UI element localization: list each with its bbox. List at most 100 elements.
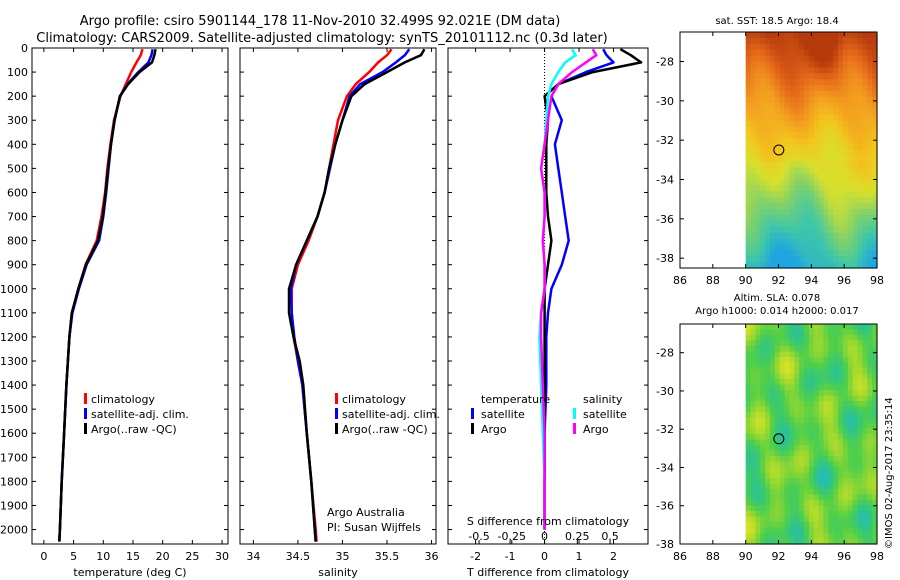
heatmap-cell xyxy=(852,108,859,116)
y-tick-label: -36 xyxy=(656,500,674,513)
heatmap-cell xyxy=(833,167,839,175)
heatmap-cell xyxy=(774,511,781,518)
heatmap-cell xyxy=(867,329,873,336)
heatmap-cell xyxy=(784,209,791,216)
heatmap-cell xyxy=(750,49,756,57)
heatmap-cell xyxy=(804,500,810,507)
heatmap-cell xyxy=(842,32,849,39)
heatmap-cell xyxy=(799,61,805,68)
heatmap-cell xyxy=(779,132,786,139)
heatmap-cell xyxy=(842,132,849,139)
heatmap-cell xyxy=(808,214,815,222)
heatmap-cell xyxy=(760,250,766,257)
heatmap-cell xyxy=(779,96,786,104)
heatmap-cell xyxy=(755,445,761,452)
heatmap-cell xyxy=(838,357,844,364)
heatmap-cell xyxy=(842,483,849,490)
heatmap-cell xyxy=(862,197,868,204)
heatmap-cell xyxy=(862,483,868,490)
heatmap-cell xyxy=(833,390,839,397)
heatmap-cell xyxy=(852,67,859,74)
heatmap-cell xyxy=(760,533,766,540)
heatmap-cell xyxy=(808,390,815,397)
heatmap-cell xyxy=(813,191,820,198)
heatmap-cell xyxy=(755,262,761,269)
heatmap-cell xyxy=(862,185,868,192)
heatmap-cell xyxy=(842,250,849,257)
heatmap-cell xyxy=(784,114,791,122)
heatmap-cell xyxy=(833,114,839,122)
heatmap-cell xyxy=(847,238,854,245)
heatmap-cell xyxy=(755,150,761,157)
heatmap-cell xyxy=(857,120,863,127)
heatmap-cell xyxy=(867,220,873,228)
heatmap-cell xyxy=(750,428,756,435)
heatmap-cell xyxy=(872,434,878,441)
heatmap-cell xyxy=(765,335,771,342)
heatmap-cell xyxy=(838,505,844,512)
heatmap-cell xyxy=(862,401,868,408)
heatmap-cell xyxy=(755,483,761,490)
heatmap-cell xyxy=(867,434,873,441)
heatmap-cell xyxy=(794,91,800,98)
heatmap-cell xyxy=(765,478,771,485)
heatmap-cell xyxy=(828,256,834,263)
heatmap-cell xyxy=(862,173,868,181)
heatmap-cell xyxy=(842,428,849,435)
heatmap-cell xyxy=(769,91,776,98)
heatmap-cell xyxy=(852,32,859,39)
heatmap-cell xyxy=(750,527,756,534)
top-axis-tick-label: 0.25 xyxy=(565,530,590,543)
heatmap-cell xyxy=(794,461,800,468)
heatmap-cell xyxy=(745,37,752,45)
heatmap-cell xyxy=(774,67,781,74)
heatmap-cell xyxy=(765,340,771,347)
heatmap-cell xyxy=(750,472,756,479)
heatmap-cell xyxy=(804,329,810,336)
heatmap-cell xyxy=(833,357,839,364)
heatmap-cell xyxy=(784,390,791,397)
heatmap-cell xyxy=(779,533,786,540)
heatmap-cell xyxy=(862,357,868,364)
heatmap-cell xyxy=(760,373,766,380)
heatmap-cell xyxy=(769,126,776,133)
heatmap-cell xyxy=(774,434,781,441)
heatmap-cell xyxy=(745,73,752,80)
heatmap-cell xyxy=(760,324,766,331)
heatmap-cell xyxy=(842,91,849,98)
heatmap-cell xyxy=(765,232,771,240)
heatmap-cell xyxy=(794,428,800,435)
heatmap-cell xyxy=(808,244,815,251)
y-tick-label: -38 xyxy=(656,538,674,551)
heatmap-cell xyxy=(755,161,761,169)
heatmap-cell xyxy=(867,197,873,204)
heatmap-cell xyxy=(765,256,771,263)
heatmap-cell xyxy=(779,467,786,474)
heatmap-cell xyxy=(804,73,810,80)
heatmap-cell xyxy=(808,73,815,80)
heatmap-cell xyxy=(847,155,854,163)
heatmap-cell xyxy=(828,232,834,240)
heatmap-cell xyxy=(760,428,766,435)
heatmap-cell xyxy=(784,126,791,133)
heatmap-cell xyxy=(862,79,868,86)
heatmap-cell xyxy=(745,516,752,523)
heatmap-cell xyxy=(784,439,791,446)
heatmap-cell xyxy=(804,379,810,386)
heatmap-cell xyxy=(784,324,791,331)
heatmap-cell xyxy=(789,126,795,133)
heatmap-cell xyxy=(823,161,829,169)
heatmap-cell xyxy=(862,472,868,479)
heatmap-cell xyxy=(867,32,873,39)
heatmap-cell xyxy=(794,138,800,145)
heatmap-cell xyxy=(842,538,849,545)
heatmap-cell xyxy=(808,489,815,496)
heatmap-cell xyxy=(818,467,825,474)
heatmap-cell xyxy=(784,61,791,68)
heatmap-cell xyxy=(828,173,834,181)
x-tick-label: 35.5 xyxy=(375,550,400,563)
heatmap-cell xyxy=(750,368,756,375)
heatmap-cell xyxy=(823,203,829,210)
heatmap-cell xyxy=(857,439,863,446)
heatmap-cell xyxy=(823,49,829,57)
